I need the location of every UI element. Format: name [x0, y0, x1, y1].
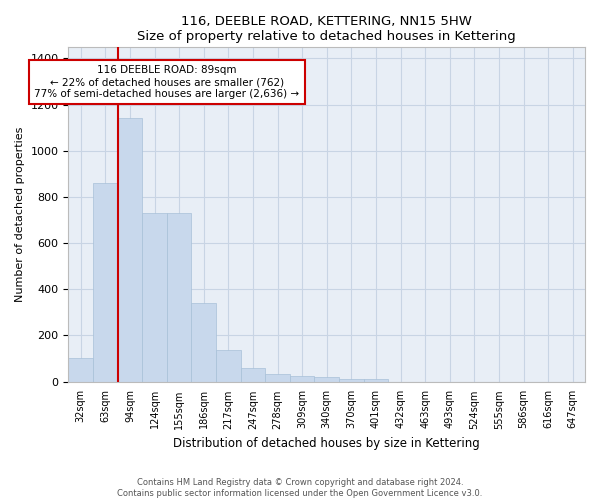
Bar: [314, 378, 339, 382]
Bar: [167, 213, 191, 382]
Y-axis label: Number of detached properties: Number of detached properties: [15, 126, 25, 302]
Bar: [364, 379, 388, 382]
Bar: [118, 118, 142, 382]
Title: 116, DEEBLE ROAD, KETTERING, NN15 5HW
Size of property relative to detached hous: 116, DEEBLE ROAD, KETTERING, NN15 5HW Si…: [137, 15, 516, 43]
Bar: [68, 358, 93, 382]
Bar: [93, 183, 118, 382]
Bar: [339, 379, 364, 382]
Bar: [216, 350, 241, 382]
X-axis label: Distribution of detached houses by size in Kettering: Distribution of detached houses by size …: [173, 437, 480, 450]
Text: Contains HM Land Registry data © Crown copyright and database right 2024.
Contai: Contains HM Land Registry data © Crown c…: [118, 478, 482, 498]
Bar: [191, 303, 216, 382]
Bar: [142, 213, 167, 382]
Bar: [290, 376, 314, 382]
Text: 116 DEEBLE ROAD: 89sqm
← 22% of detached houses are smaller (762)
77% of semi-de: 116 DEEBLE ROAD: 89sqm ← 22% of detached…: [34, 66, 299, 98]
Bar: [265, 374, 290, 382]
Bar: [241, 368, 265, 382]
